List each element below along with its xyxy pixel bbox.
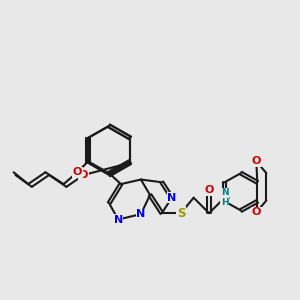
Text: N: N bbox=[114, 214, 123, 224]
Text: O: O bbox=[252, 156, 261, 167]
Text: O: O bbox=[73, 167, 82, 177]
Text: N
H: N H bbox=[221, 188, 228, 207]
Text: N: N bbox=[167, 193, 176, 203]
Text: N: N bbox=[136, 209, 146, 219]
Text: O: O bbox=[204, 185, 214, 196]
Text: O: O bbox=[79, 170, 88, 180]
Text: S: S bbox=[177, 207, 185, 220]
Text: O: O bbox=[252, 207, 261, 217]
